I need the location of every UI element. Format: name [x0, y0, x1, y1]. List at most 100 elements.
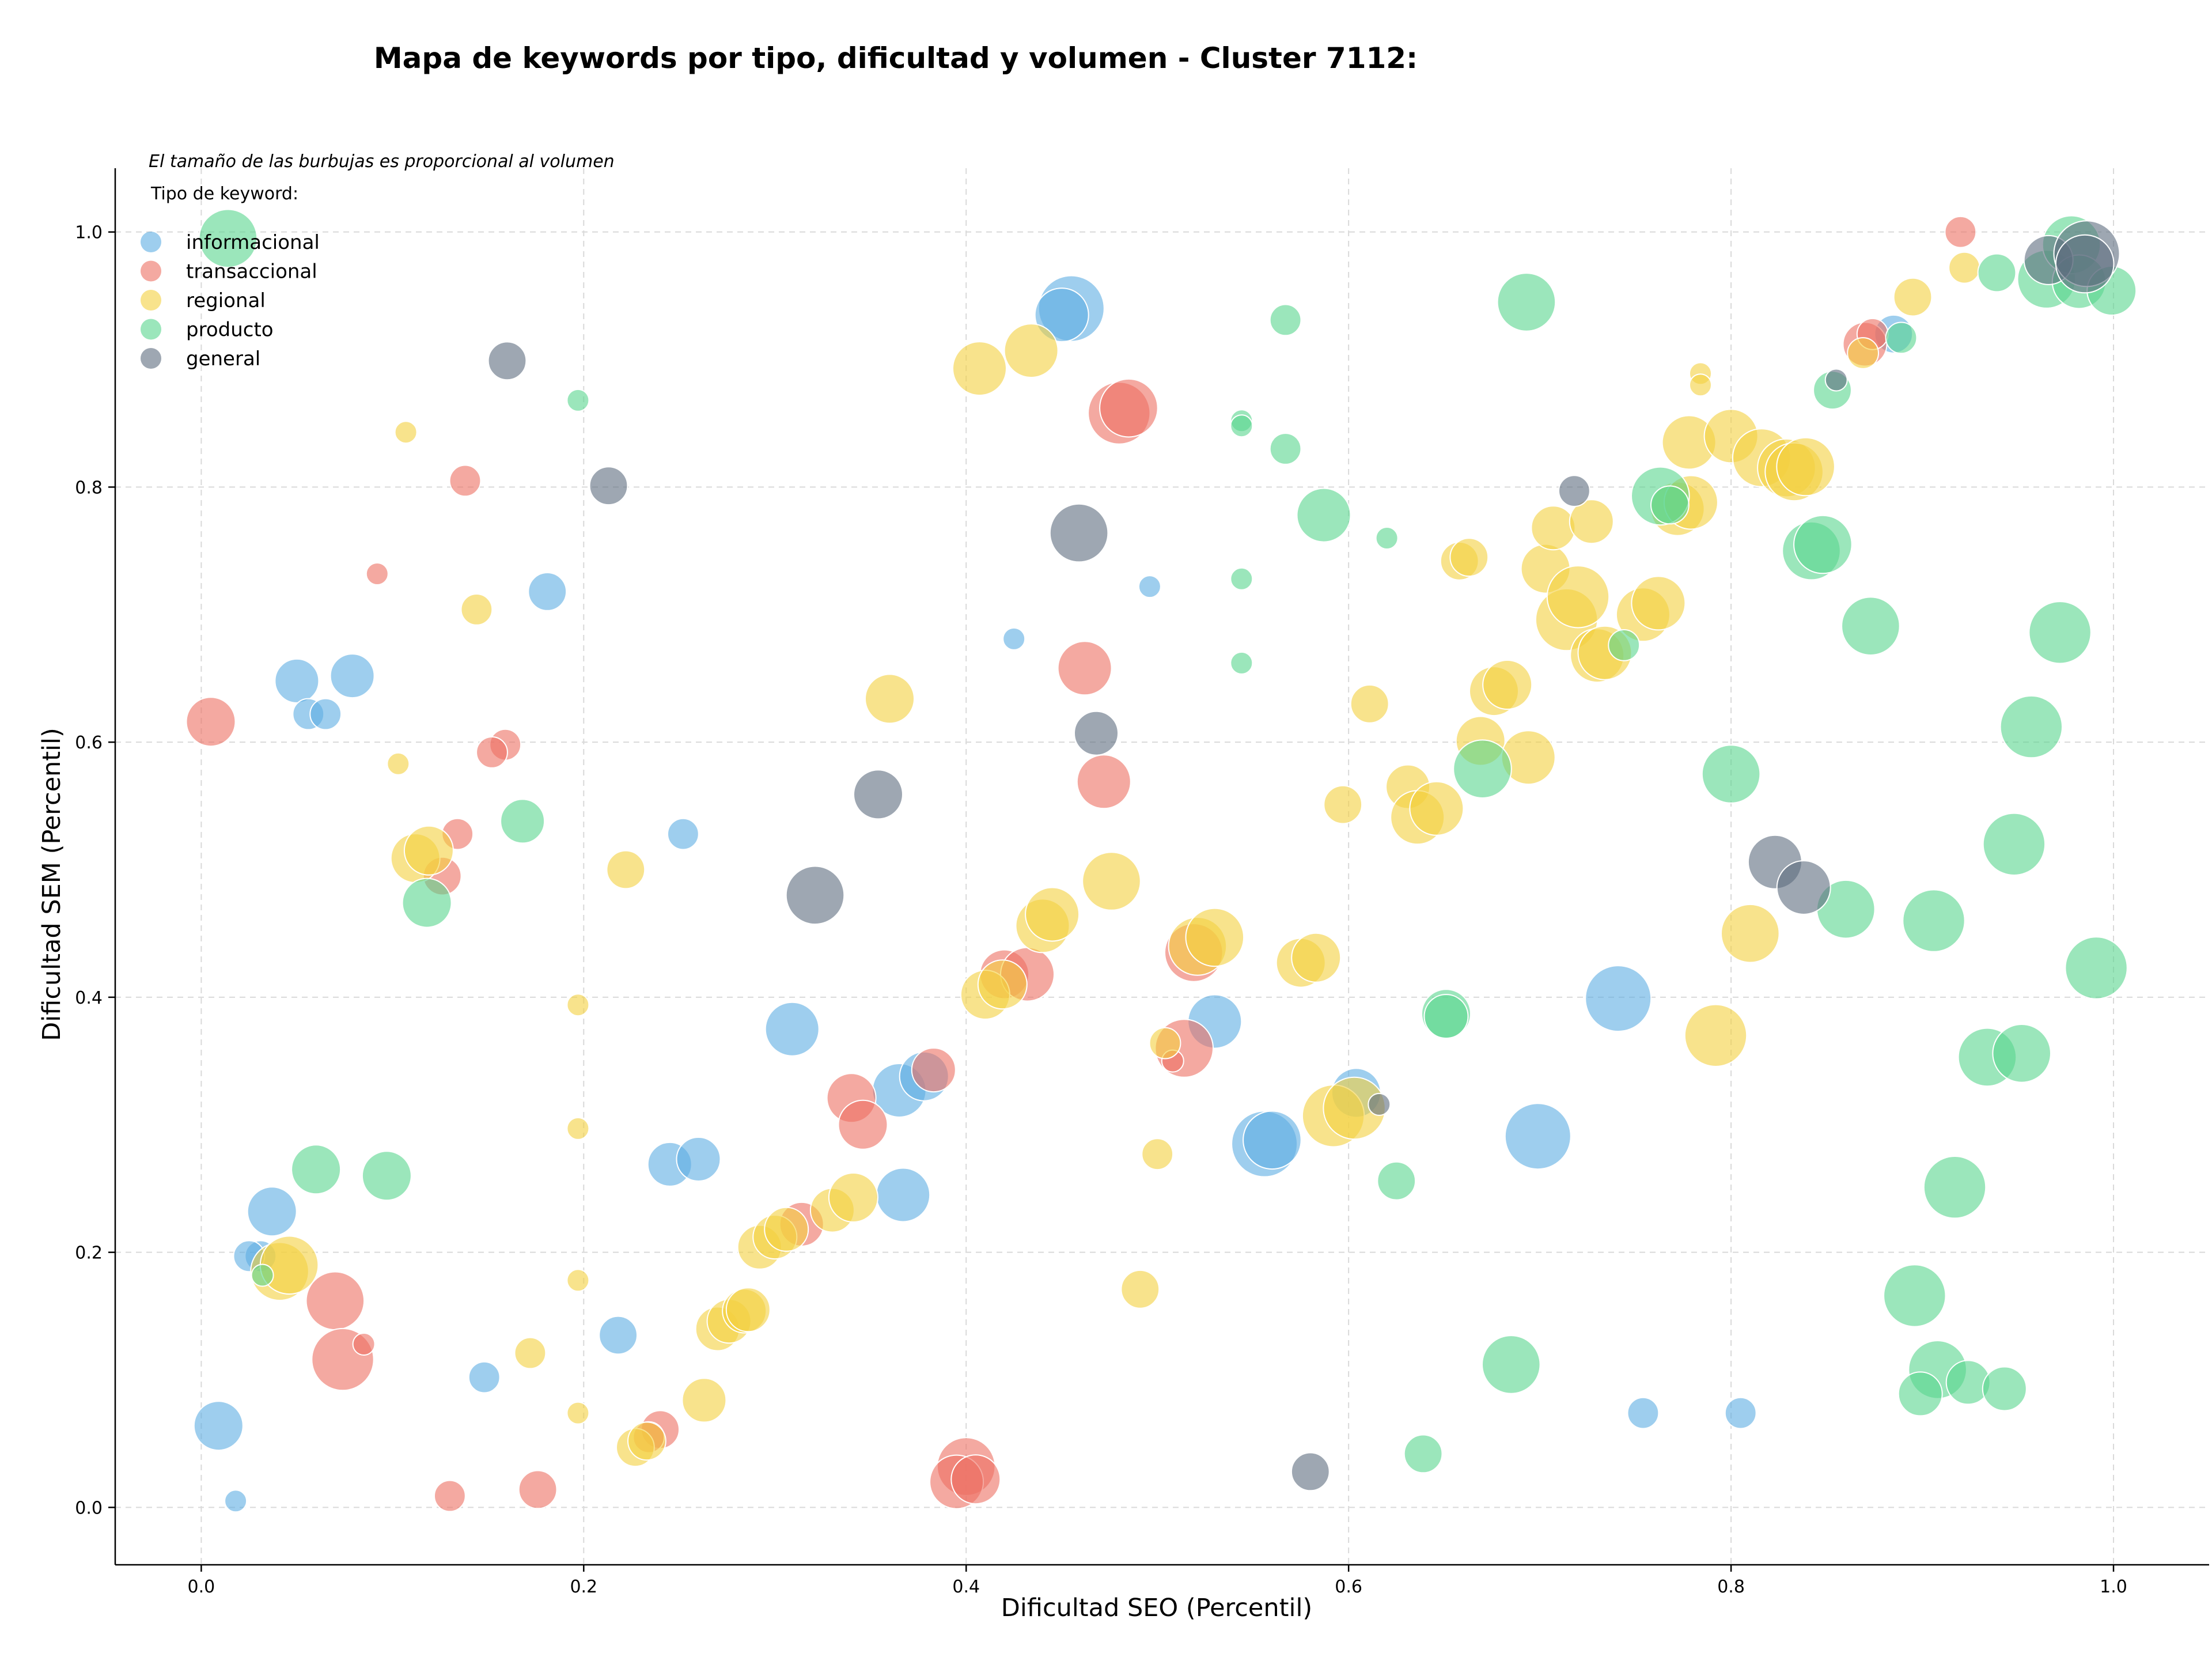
bubble-producto-12: [1375, 527, 1399, 550]
bubble-producto-36: [1897, 1371, 1943, 1417]
legend-label-producto: producto: [186, 319, 274, 342]
bubble-producto-30: [1841, 596, 1900, 656]
bubble-regional-33: [1141, 1138, 1174, 1171]
bubble-producto-34: [1923, 1156, 1987, 1219]
bubble-regional-32: [1082, 852, 1141, 911]
legend-label-regional: regional: [186, 289, 266, 312]
bubble-regional-19: [725, 1287, 771, 1333]
bubble-regional-46: [1409, 781, 1464, 836]
bubble-informacional-4: [329, 653, 375, 699]
bubble-producto-42: [1999, 695, 2063, 759]
bubble-producto-7: [1269, 304, 1302, 336]
legend-marker-general: [141, 348, 161, 369]
bubble-regional-56: [1546, 565, 1610, 629]
bubble-transaccional-4: [476, 736, 508, 769]
bubble-regional-7: [566, 1117, 590, 1140]
bubble-informacional-13: [764, 1001, 820, 1057]
y-axis-label: Dificultad SEM (Percentil): [37, 728, 66, 1041]
bubble-regional-6: [566, 993, 590, 1017]
bubble-informacional-30: [1724, 1397, 1757, 1429]
bubble-producto-43: [2028, 601, 2092, 664]
bubble-transaccional-23: [1057, 641, 1112, 696]
bubble-general-4: [1049, 503, 1109, 563]
bubble-regional-24: [828, 1172, 878, 1223]
bubble-layer: [185, 209, 2137, 1513]
bubble-regional-48: [1449, 538, 1489, 577]
bubble-producto-18: [1403, 1434, 1443, 1474]
bubble-regional-42: [1323, 785, 1363, 824]
bubble-regional-2: [387, 752, 410, 775]
legend: Tipo de keyword: informacional transaccio…: [141, 184, 320, 370]
bubble-producto-27: [1793, 514, 1853, 574]
bubble-regional-57: [1569, 499, 1614, 544]
bubble-transaccional-9: [352, 1333, 376, 1356]
bubble-regional-9: [566, 1401, 590, 1425]
bubble-general-7: [1368, 1092, 1391, 1116]
bubble-regional-74: [1847, 337, 1880, 369]
bubble-regional-8: [566, 1269, 590, 1292]
y-tick-label-2: 0.4: [75, 988, 103, 1008]
bubble-regional-34: [1120, 1269, 1160, 1309]
bubble-general-11: [1824, 368, 1848, 392]
bubble-informacional-7: [667, 818, 699, 850]
bubble-regional-1: [460, 593, 493, 626]
bubble-informacional-18: [676, 1137, 721, 1182]
bubble-regional-39: [1291, 932, 1342, 983]
bubble-producto-45: [1977, 253, 2017, 293]
chart-title: Mapa de keywords por tipo, dificultad y …: [374, 41, 1418, 75]
bubble-informacional-22: [224, 1489, 248, 1513]
legend-marker-regional: [141, 290, 161, 311]
bubble-informacional-25: [1243, 1110, 1302, 1170]
x-tick-label-0: 0.0: [188, 1577, 215, 1597]
x-tick-label-5: 1.0: [2100, 1577, 2127, 1597]
bubble-transaccional-7: [305, 1271, 365, 1331]
series-general: [487, 220, 2120, 1492]
bubble-informacional-8: [1138, 575, 1161, 599]
size-annotation: El tamaño de las burbujas es proporciona…: [149, 152, 615, 172]
bubble-transaccional-16: [838, 1099, 888, 1150]
bubble-producto-31: [1885, 321, 1918, 354]
bubble-regional-12: [259, 1235, 319, 1295]
bubble-producto-3: [402, 877, 452, 928]
bubble-informacional-2: [528, 572, 567, 611]
x-tick-label-4: 0.8: [1717, 1577, 1745, 1597]
bubble-informacional-9: [1002, 627, 1026, 650]
bubble-producto-24: [1650, 485, 1690, 525]
bubble-producto-1: [566, 388, 590, 412]
bubble-producto-0: [198, 209, 258, 268]
bubble-general-6: [1290, 1452, 1330, 1492]
legend-marker-transaccional: [141, 260, 161, 282]
legend-label-informacional: informacional: [186, 231, 320, 254]
bubble-regional-27: [1003, 323, 1059, 379]
bubble-producto-41: [1982, 812, 2046, 876]
bubble-transaccional-24: [1076, 754, 1131, 809]
series-transaccional: [185, 215, 1977, 1512]
bubble-producto-6: [251, 1263, 274, 1287]
bubble-informacional-1: [1034, 287, 1089, 343]
bubble-regional-31: [1025, 887, 1080, 942]
bubble-producto-44: [2065, 936, 2128, 1000]
bubble-informacional-3: [274, 658, 320, 703]
bubble-regional-26: [952, 341, 1007, 396]
bubble-producto-21: [1453, 739, 1512, 799]
x-tick-label-3: 0.6: [1335, 1577, 1362, 1597]
y-tick-label-5: 1.0: [75, 223, 103, 243]
bubble-producto-33: [1902, 889, 1965, 952]
bubble-general-2: [785, 865, 845, 925]
bubble-transaccional-20: [950, 1454, 1001, 1505]
bubble-transaccional-26: [1099, 378, 1158, 438]
bubble-regional-61: [1631, 576, 1686, 631]
bubble-general-10: [1776, 860, 1831, 915]
bubble-general-3: [853, 769, 903, 820]
bubble-transaccional-31: [1944, 215, 1977, 248]
y-tick-label-4: 0.8: [75, 478, 103, 498]
bubble-producto-38: [1982, 1366, 2027, 1412]
bubble-informacional-28: [1504, 1103, 1571, 1170]
bubble-producto-2: [500, 799, 546, 844]
bubble-regional-15: [681, 1378, 727, 1423]
bubble-general-14: [2055, 234, 2115, 294]
bubble-producto-10: [1269, 433, 1302, 465]
bubble-producto-17: [1377, 1161, 1416, 1201]
bubble-regional-25: [865, 674, 915, 724]
